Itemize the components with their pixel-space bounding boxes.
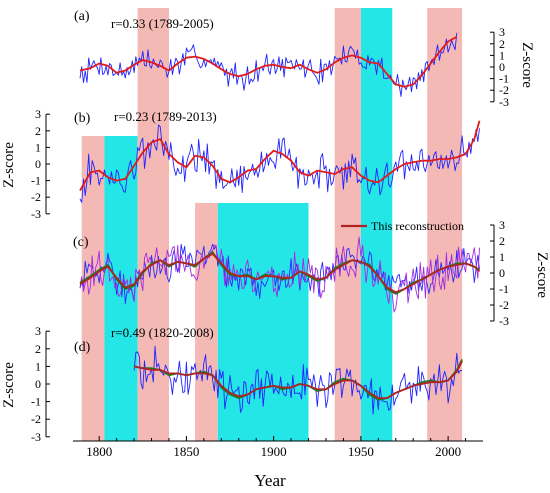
shaded-period [81,136,105,441]
shaded-period [195,203,218,441]
x-tick-label: 1950 [348,444,374,459]
x-tick-label: 1850 [173,444,199,459]
panel-b-series-raw [79,124,480,203]
panel-a-series-smooth [79,36,458,88]
panel-d-annotation: r=0.49 (1820-2008) [111,325,214,340]
shaded-period [334,8,361,441]
y-tick-label: -1 [499,72,509,86]
panel-c-series-smooth2 [79,252,481,294]
y-tick-label: -2 [499,298,509,312]
legend-label: This reconstruction [371,219,464,233]
x-tick-label: 1800 [86,444,112,459]
y-tick-label: -3 [499,314,509,328]
panel-b-label: (b) [74,111,91,126]
y-tick-label: 0 [35,157,41,171]
y-tick-label: -2 [31,412,41,426]
y-tick-label: -1 [31,174,41,188]
y-tick-label: 1 [499,250,505,264]
panel-a-ylabel: Z-score [519,42,535,88]
y-tick-label: 3 [499,218,505,232]
series-layer [79,32,481,415]
y-tick-label: -1 [31,395,41,409]
y-tick-label: -3 [499,95,509,109]
panel-c-label: (c) [73,235,89,250]
y-tick-label: 3 [499,25,505,39]
x-tick-label: 1900 [261,444,287,459]
panel-a-annotation: r=0.33 (1789-2005) [111,16,214,31]
panel-a-series-raw [79,32,458,97]
x-axis-title: Year [254,471,286,490]
y-tick-label: -1 [499,282,509,296]
panel-d-label: (d) [74,340,91,355]
y-tick-label: 2 [35,124,41,138]
y-tick-label: 2 [35,342,41,356]
y-tick-label: -2 [499,83,509,97]
y-tick-label: 3 [35,324,41,338]
y-tick-label: 2 [499,234,505,248]
panel-a-label: (a) [74,9,90,24]
y-tick-label: 3 [35,107,41,121]
y-tick-label: -2 [31,190,41,204]
panel-d-ylabel: Z-score [1,362,17,408]
panel-b-series-smooth [79,120,481,192]
panel-b-annotation: r=0.23 (1789-2013) [114,109,217,124]
y-tick-label: 1 [499,48,505,62]
y-tick-label: -3 [31,207,41,221]
shaded-period [427,8,463,441]
y-tick-label: 2 [499,37,505,51]
panel-b-ylabel: Z-score [1,142,17,188]
y-tick-label: 0 [35,377,41,391]
panel-d-series-smooth2 [133,360,463,399]
y-tick-label: 1 [35,140,41,154]
y-tick-label: -3 [31,430,41,444]
shaded-period [360,8,393,441]
y-tick-label: 1 [35,359,41,373]
y-tick-label: 0 [499,60,505,74]
panel-d-series-raw [133,345,463,415]
panel-c-ylabel: Z-score [534,252,550,298]
axes-layer: -3-2-10123-3-2-10123-3-2-10123-3-2-10123… [31,25,509,459]
y-tick-label: 0 [499,266,505,280]
x-tick-label: 2000 [435,444,461,459]
